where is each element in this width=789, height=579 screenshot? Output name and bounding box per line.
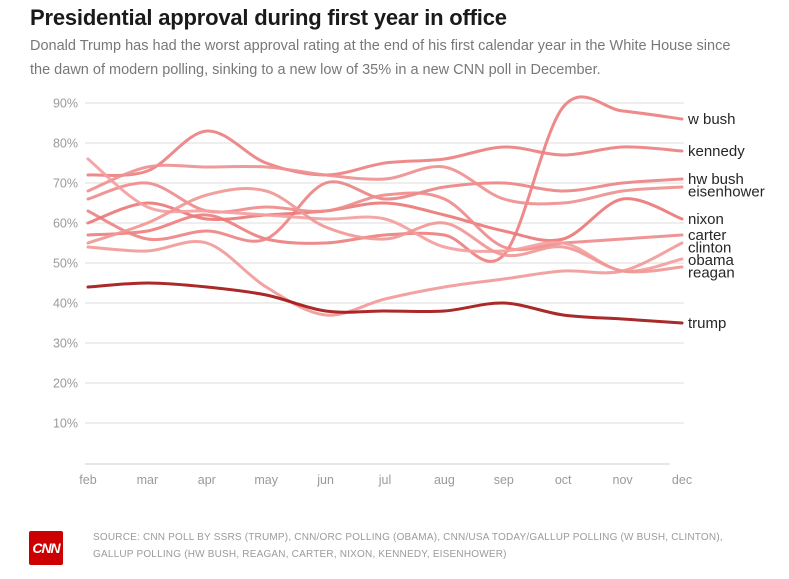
series-label-obama: obama xyxy=(688,252,735,269)
y-axis-tick-label: 90% xyxy=(53,97,78,111)
x-axis-tick-label: dec xyxy=(672,473,692,487)
series-label-eisenhower: eisenhower xyxy=(688,184,765,201)
series-label-kennedy: kennedy xyxy=(688,143,745,160)
chart-title: Presidential approval during first year … xyxy=(30,5,507,30)
x-axis-tick-label: apr xyxy=(198,473,216,487)
y-axis-tick-label: 70% xyxy=(53,177,78,191)
x-axis-tick-label: may xyxy=(254,473,278,487)
series-line-eisenhower xyxy=(86,163,684,206)
x-axis-tick-label: feb xyxy=(79,473,96,487)
x-axis-tick-label: sep xyxy=(494,473,514,487)
series-label-clinton: clinton xyxy=(688,240,731,257)
series-label-reagan: reagan xyxy=(688,265,735,282)
x-axis-tick-label: jun xyxy=(316,473,334,487)
y-axis-tick-label: 50% xyxy=(53,257,78,271)
series-line-obama xyxy=(86,157,684,273)
x-axis-tick-label: mar xyxy=(137,473,159,487)
y-axis-tick-label: 80% xyxy=(53,137,78,151)
y-axis-tick-label: 20% xyxy=(53,377,78,391)
series-line-trump xyxy=(86,281,684,325)
series-label-carter: carter xyxy=(688,227,726,244)
x-axis-tick-label: aug xyxy=(434,473,455,487)
x-axis-tick-label: oct xyxy=(555,473,572,487)
y-axis-tick-label: 40% xyxy=(53,297,78,311)
series-line-kennedy xyxy=(86,129,684,177)
series-label-nixon: nixon xyxy=(688,211,724,228)
source-attribution: SOURCE: CNN POLL BY SSRS (TRUMP), CNN/OR… xyxy=(93,532,723,560)
y-axis-tick-label: 10% xyxy=(53,417,78,431)
cnn-logo: CNN xyxy=(29,531,63,565)
series-label-hw-bush: hw bush xyxy=(688,171,744,188)
series-line-nixon xyxy=(86,197,684,243)
chart-subtitle: Donald Trump has had the worst approval … xyxy=(30,38,731,78)
x-axis-tick-label: nov xyxy=(613,473,634,487)
series-line-reagan xyxy=(86,187,684,274)
y-axis-tick-label: 30% xyxy=(53,337,78,351)
series-label-w-bush: w bush xyxy=(687,111,736,128)
y-axis-tick-label: 60% xyxy=(53,217,78,231)
series-label-trump: trump xyxy=(688,315,726,332)
x-axis-tick-label: jul xyxy=(378,473,392,487)
series-line-clinton xyxy=(86,240,684,317)
